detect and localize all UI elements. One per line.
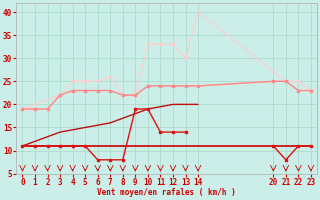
X-axis label: Vent moyen/en rafales ( km/h ): Vent moyen/en rafales ( km/h ) — [97, 188, 236, 197]
